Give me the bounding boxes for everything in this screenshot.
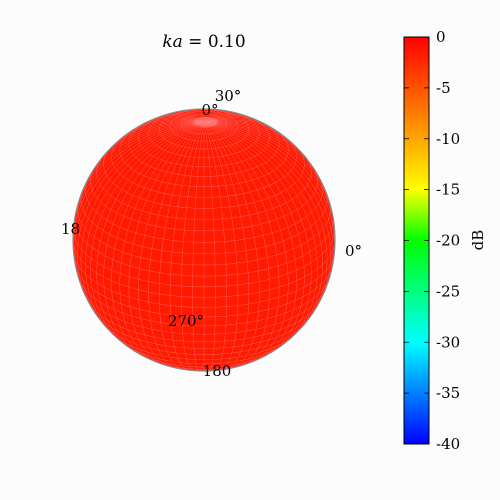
chart-title-symbol: ka: [162, 32, 182, 52]
chart-title-equals: =: [183, 32, 208, 52]
colorbar-tick-label: 0: [436, 28, 446, 46]
colorbar: 0 -5 -10 -15 -20 -25 -30 -35 -40 dB: [404, 28, 487, 453]
colorbar-tick-label: -5: [436, 79, 451, 97]
colorbar-tick-label: -10: [436, 130, 460, 148]
chart-title: ka = 0.10: [162, 32, 245, 52]
colorbar-tick-label: -20: [436, 232, 460, 250]
sphere-surface: [73, 109, 335, 371]
colorbar-tick-label: -35: [436, 384, 460, 402]
colorbar-tick-label: -25: [436, 282, 460, 300]
colorbar-tick-label: -15: [436, 181, 460, 199]
angle-label-30: 30°: [215, 87, 242, 105]
angle-label-right-0: 0°: [345, 242, 362, 260]
chart-title-value: 0.10: [208, 32, 246, 52]
angle-label-left-18: 18: [61, 220, 80, 238]
colorbar-tick-label: -40: [436, 435, 460, 453]
colorbar-label: dB: [469, 230, 487, 251]
colorbar-tick-label: -30: [436, 333, 460, 351]
angle-label-270: 270°: [168, 312, 204, 330]
angle-label-bottom-180: 180: [203, 362, 232, 380]
